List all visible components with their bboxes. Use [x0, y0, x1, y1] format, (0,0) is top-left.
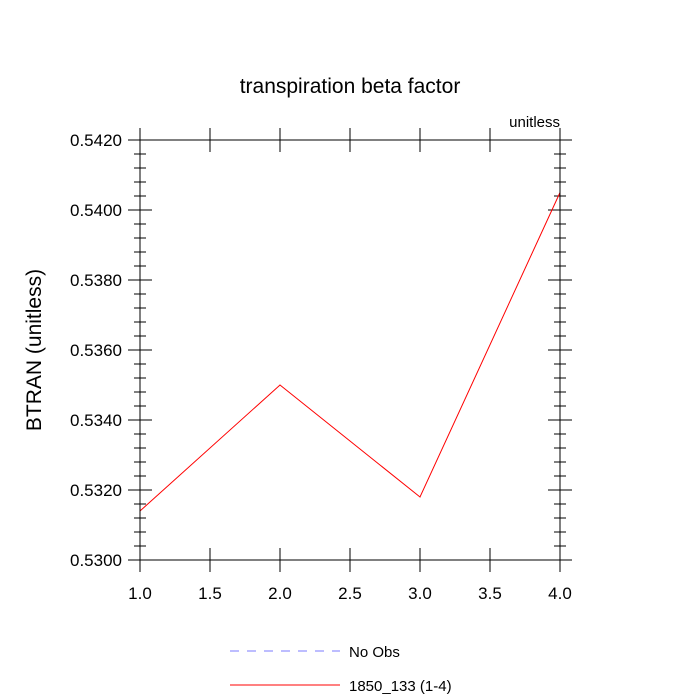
y-tick-label: 0.5400: [70, 201, 122, 220]
legend: No Obs 1850_133 (1-4): [230, 644, 452, 695]
x-tick-label: 3.5: [478, 584, 502, 603]
x-tick-label: 4.0: [548, 584, 572, 603]
x-tick-labels: 1.0 1.5 2.0 2.5 3.0 3.5 4.0: [128, 584, 572, 603]
data-point: [279, 384, 281, 386]
y-tick-label: 0.5380: [70, 271, 122, 290]
y-tick-label: 0.5300: [70, 551, 122, 570]
y-tick-label: 0.5420: [70, 131, 122, 150]
chart-title: transpiration beta factor: [240, 75, 461, 98]
x-tick-label: 2.0: [268, 584, 292, 603]
x-tick-label: 1.5: [198, 584, 222, 603]
y-tick-label: 0.5320: [70, 481, 122, 500]
data-point: [419, 496, 421, 498]
axis-ticks: [128, 128, 572, 572]
series-lines: [139, 192, 561, 512]
y-tick-labels: 0.5300 0.5320 0.5340 0.5360 0.5380 0.5400 0.54…: [70, 131, 122, 570]
y-axis-label: BTRAN (unitless): [23, 269, 46, 431]
plot-frame: [139, 139, 561, 561]
legend-label-no-obs: No Obs: [349, 644, 400, 661]
y-tick-label: 0.5360: [70, 341, 122, 360]
legend-label-1850-133: 1850_133 (1-4): [349, 678, 452, 695]
series-line: [139, 192, 561, 512]
units-label: unitless: [509, 114, 560, 131]
x-tick-label: 2.5: [338, 584, 362, 603]
y-tick-label: 0.5340: [70, 411, 122, 430]
x-tick-label: 3.0: [408, 584, 432, 603]
x-tick-label: 1.0: [128, 584, 152, 603]
